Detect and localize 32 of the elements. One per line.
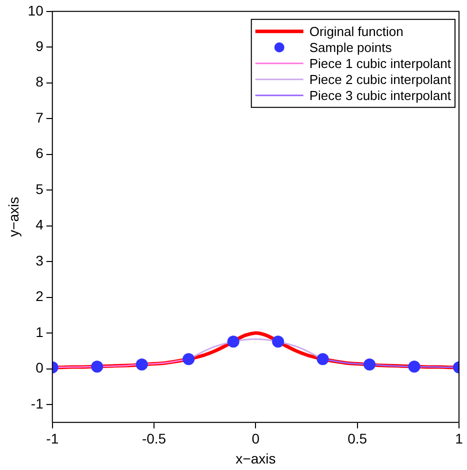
y-tick-label: 10 bbox=[28, 2, 44, 18]
x-axis-title: x−axis bbox=[236, 450, 276, 466]
point bbox=[136, 358, 148, 371]
y-tick-label: 3 bbox=[36, 252, 44, 268]
legend-label: Piece 2 cubic interpolant bbox=[309, 72, 452, 87]
point bbox=[364, 358, 376, 371]
point bbox=[408, 360, 420, 373]
y-tick-label: 4 bbox=[36, 216, 44, 233]
x-tick-label: -0.5 bbox=[142, 430, 166, 447]
legend-label: Original function bbox=[309, 24, 404, 39]
y-tick-label: 7 bbox=[36, 109, 44, 126]
point bbox=[91, 360, 104, 373]
x-tick-label: 0 bbox=[252, 430, 260, 447]
legend-label: Piece 1 cubic interpolant bbox=[309, 56, 452, 71]
legend-label: Piece 3 cubic interpolant bbox=[309, 88, 452, 103]
point bbox=[272, 336, 284, 348]
y-tick-label: 8 bbox=[36, 74, 44, 90]
y-tick-label: 5 bbox=[36, 180, 44, 197]
x-tick-label: 1 bbox=[455, 430, 464, 447]
x-tick-label: -1 bbox=[46, 430, 59, 447]
y-tick-label: 0 bbox=[36, 360, 44, 376]
y-tick-label: 9 bbox=[36, 38, 44, 54]
y-tick-label: -1 bbox=[30, 395, 44, 412]
y-tick-label: 1 bbox=[36, 324, 44, 340]
y-axis-title: y−axis bbox=[5, 196, 22, 237]
legend-label: Sample points bbox=[309, 40, 392, 55]
x-tick-label: 0.5 bbox=[348, 430, 368, 447]
point bbox=[182, 353, 195, 366]
point bbox=[227, 336, 240, 348]
point bbox=[316, 353, 329, 366]
y-tick-label: 2 bbox=[36, 288, 44, 304]
y-tick-label: 6 bbox=[36, 145, 44, 162]
